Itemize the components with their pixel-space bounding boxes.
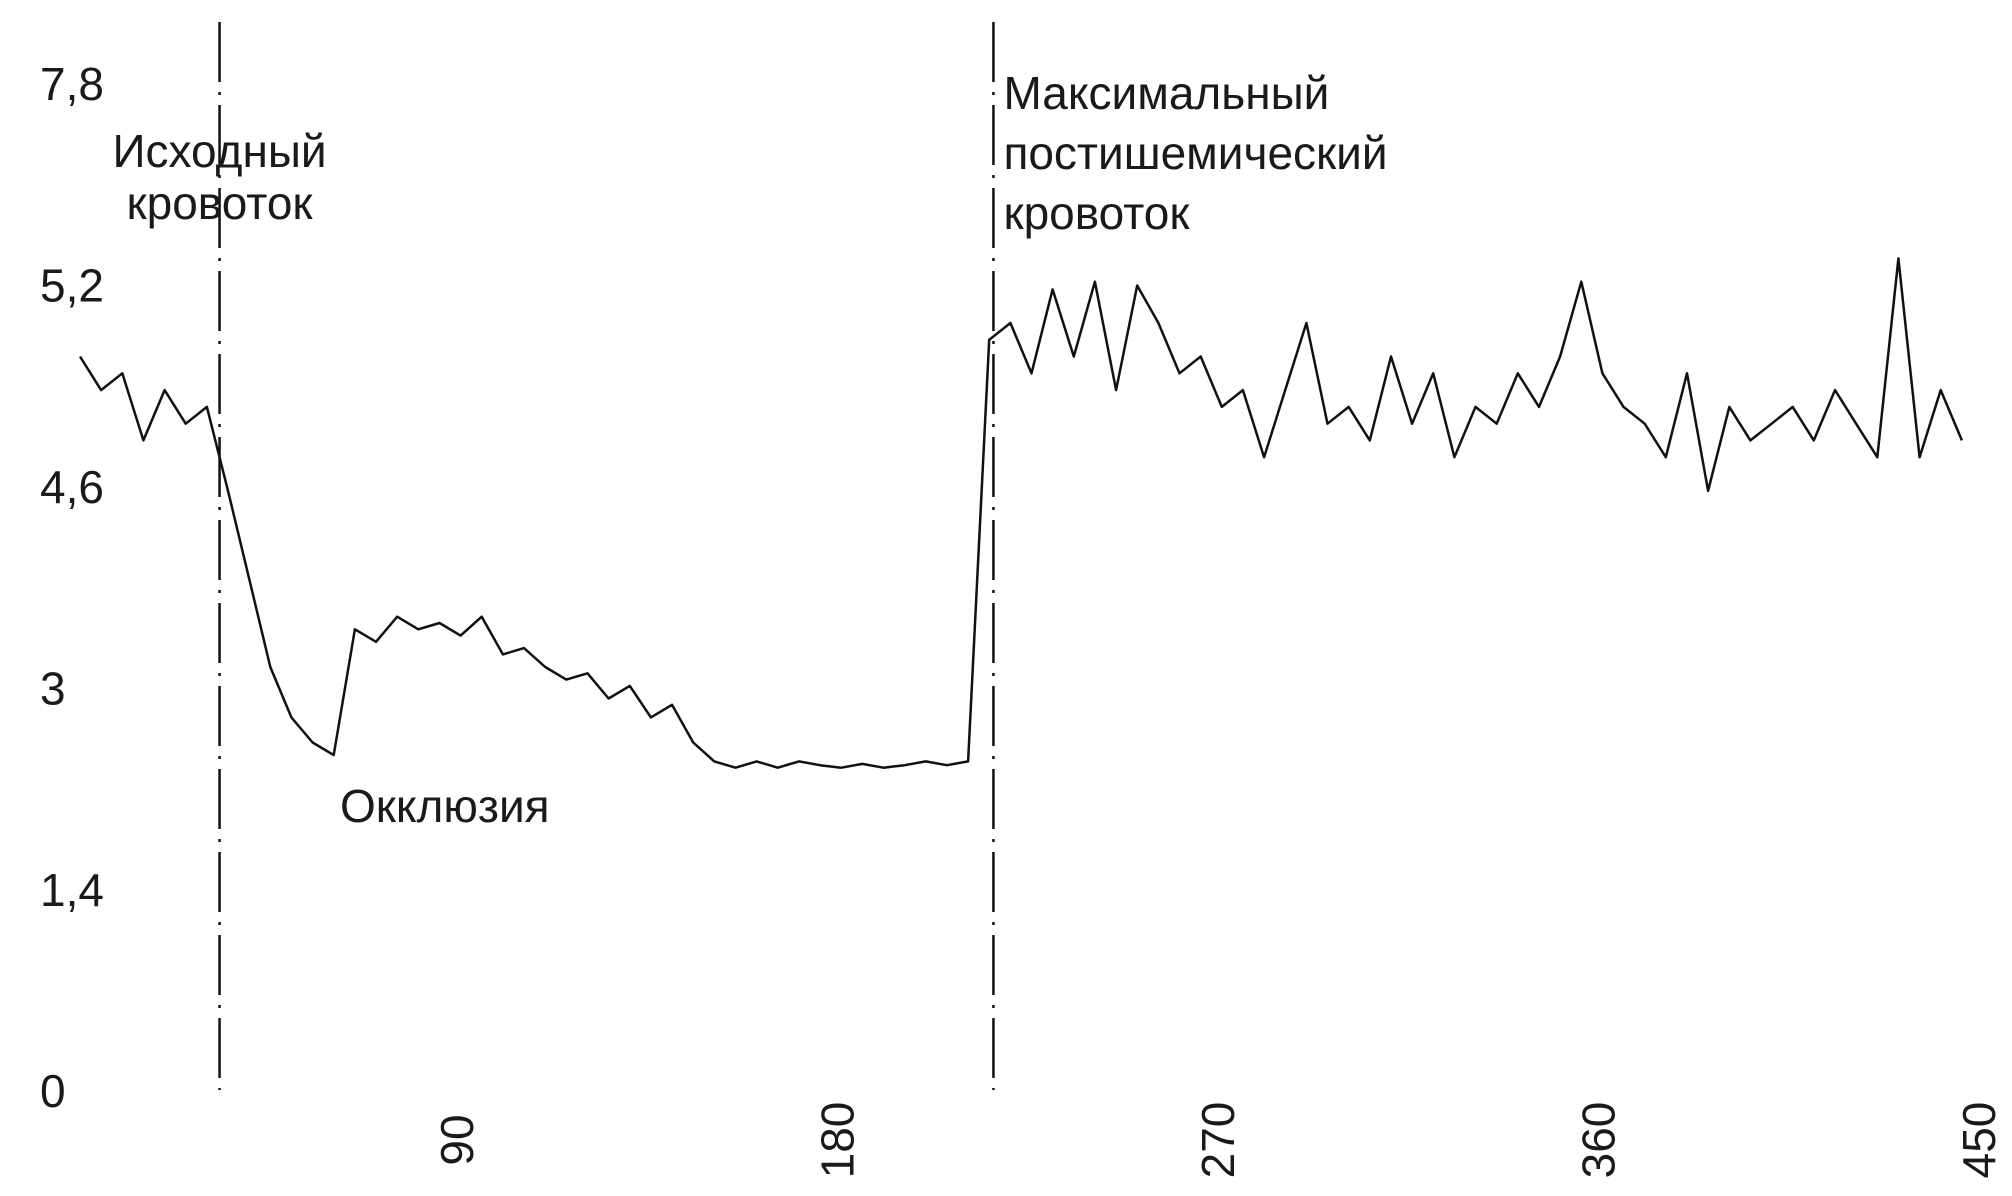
x-tick-label: 270 (1192, 1102, 1244, 1179)
y-tick-label: 3 (40, 662, 66, 714)
data-line (78, 257, 1964, 769)
event-label: кровоток (1003, 187, 1190, 239)
event-label: кровоток (127, 177, 314, 229)
event-label: Исходный (112, 125, 326, 177)
y-tick-label: 7,8 (40, 58, 104, 110)
y-tick-label: 4,6 (40, 461, 104, 513)
annotation: Окклюзия (340, 780, 550, 832)
y-tick-label: 5,2 (40, 260, 104, 312)
y-tick-label: 1,4 (40, 864, 104, 916)
y-tick-label: 0 (40, 1065, 66, 1117)
x-tick-label: 180 (811, 1102, 863, 1179)
x-tick-label: 450 (1953, 1102, 2005, 1179)
event-label: постишемический (1003, 127, 1387, 179)
x-tick-label: 360 (1573, 1102, 1625, 1179)
x-tick-label: 90 (431, 1114, 483, 1165)
event-label: Максимальный (1003, 67, 1329, 119)
